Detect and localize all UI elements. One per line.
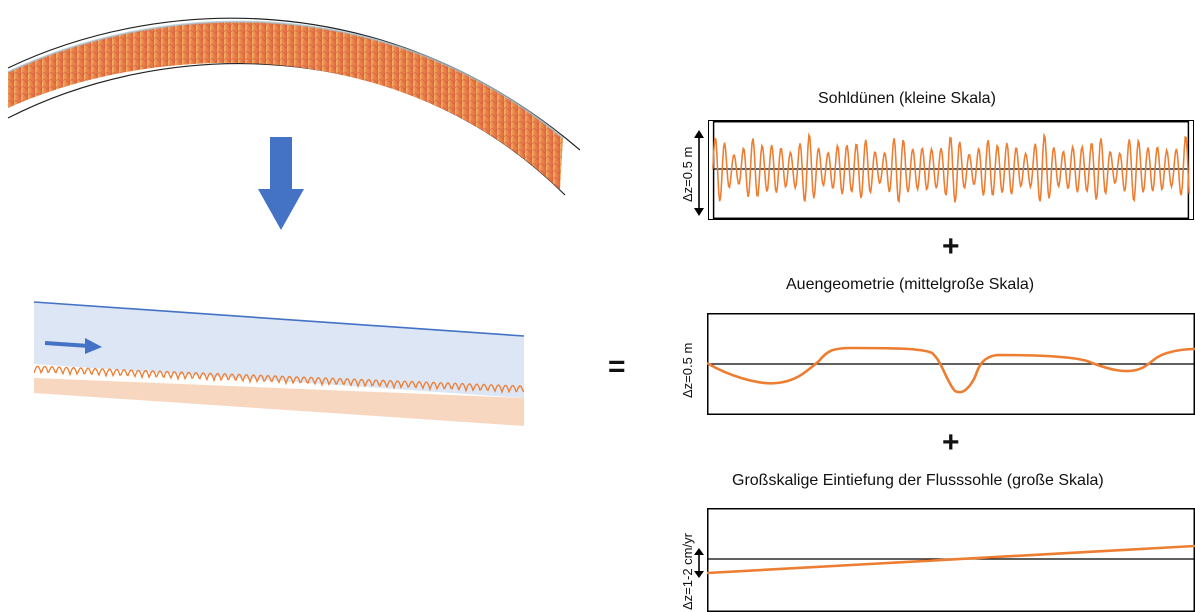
series-line-incision bbox=[707, 544, 1195, 575]
panel-title-floodplain: Auengeometrie (mittelgroße Skala) bbox=[786, 276, 1035, 293]
double-headed-vertical-arrow-icon bbox=[694, 548, 704, 578]
river-bend-map bbox=[7, 17, 580, 196]
panel-title-dunes: Sohldünen (kleine Skala) bbox=[818, 90, 996, 107]
plus-sign-2: + bbox=[942, 426, 960, 459]
series-line-dunes bbox=[712, 132, 1190, 204]
plus-sign-1: + bbox=[942, 230, 960, 263]
blue-down-arrow-icon bbox=[258, 137, 304, 230]
series-line-floodplain bbox=[707, 346, 1195, 394]
equals-sign: = bbox=[608, 350, 626, 383]
plot-floodplain bbox=[707, 313, 1195, 415]
water-surface-line bbox=[34, 301, 525, 337]
plot-incision bbox=[707, 508, 1195, 612]
blue-right-arrow-icon bbox=[45, 338, 102, 354]
double-headed-vertical-arrow-icon bbox=[694, 130, 704, 216]
panel-title-incision: Großskalige Eintiefung der Flusssohle (g… bbox=[732, 472, 1104, 489]
water-body bbox=[34, 302, 524, 398]
river-bed-band bbox=[8, 21, 563, 191]
longitudinal-profile bbox=[34, 301, 525, 426]
profile-dune-line bbox=[34, 365, 525, 395]
plot-dunes bbox=[708, 120, 1194, 220]
panel-ylabel-floodplain: Δz=0.5 m bbox=[680, 342, 695, 398]
river-bed-sediment bbox=[34, 378, 524, 426]
